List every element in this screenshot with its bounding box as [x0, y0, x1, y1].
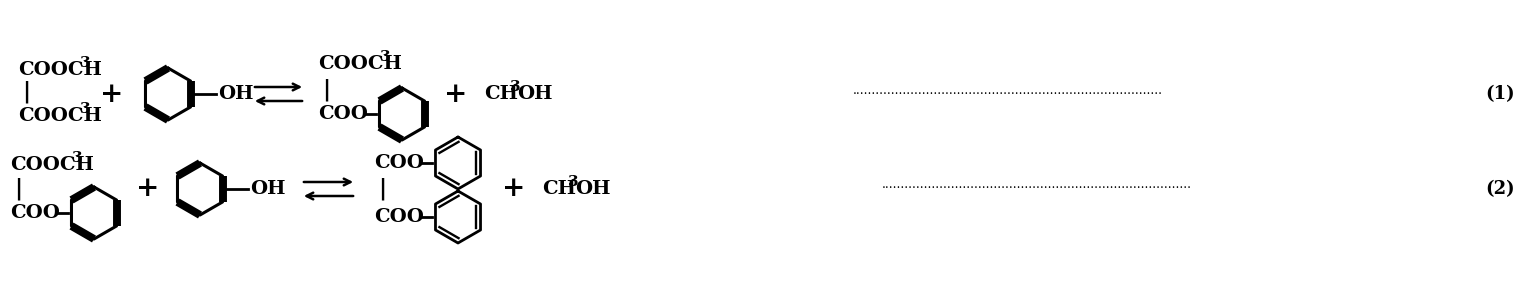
Text: ················································································: ········································… [882, 183, 1192, 195]
Text: ················································································: ········································… [853, 88, 1163, 100]
Text: +: + [100, 81, 123, 108]
Text: COOCH: COOCH [18, 107, 102, 125]
Text: +: + [137, 176, 160, 202]
Text: 3: 3 [511, 80, 521, 94]
Text: COOCH: COOCH [18, 61, 102, 79]
Text: 3: 3 [81, 102, 91, 116]
Text: |: | [322, 79, 330, 101]
Text: CH: CH [543, 180, 576, 198]
Text: (2): (2) [1485, 180, 1515, 198]
Text: |: | [378, 178, 386, 200]
Text: |: | [14, 178, 23, 200]
Text: COOCH: COOCH [318, 55, 401, 73]
Text: OH: OH [517, 85, 552, 103]
Text: +: + [444, 81, 468, 108]
Text: (1): (1) [1485, 85, 1515, 103]
Text: |: | [21, 81, 30, 103]
Text: OH: OH [217, 85, 254, 103]
Text: OH: OH [249, 180, 286, 198]
Text: COO: COO [374, 208, 424, 226]
Text: 3: 3 [568, 175, 579, 189]
Text: COO: COO [318, 105, 368, 123]
Text: 3: 3 [380, 50, 391, 64]
Text: COO: COO [11, 204, 59, 222]
Text: CH: CH [483, 85, 518, 103]
Text: COO: COO [374, 154, 424, 172]
Text: 3: 3 [71, 151, 82, 165]
Text: +: + [502, 176, 526, 202]
Text: COOCH: COOCH [11, 156, 94, 174]
Text: 3: 3 [81, 56, 91, 70]
Text: OH: OH [575, 180, 611, 198]
